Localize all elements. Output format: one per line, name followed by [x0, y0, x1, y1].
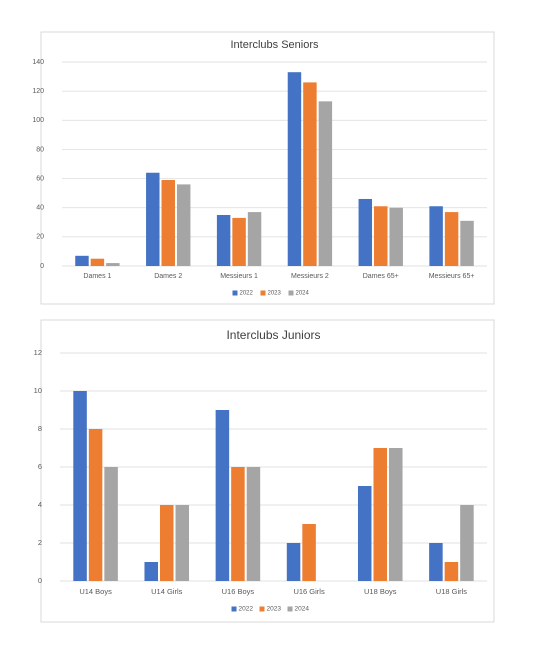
- legend-swatch: [232, 290, 238, 296]
- bar: [373, 448, 388, 581]
- x-tick-label: Dames 65+: [363, 273, 399, 280]
- legend-label: 2023: [268, 291, 282, 297]
- bar: [231, 467, 245, 581]
- y-tick-label: 4: [38, 500, 42, 509]
- bar: [389, 448, 403, 581]
- bar: [429, 543, 443, 581]
- bar: [216, 215, 231, 266]
- x-tick-label: Messieurs 65+: [429, 273, 475, 280]
- bar: [303, 82, 317, 267]
- x-tick-label: U14 Girls: [151, 587, 183, 596]
- bar: [215, 410, 230, 581]
- bar: [246, 467, 261, 581]
- legend-label: 2022: [239, 606, 254, 613]
- legend-swatch: [288, 290, 294, 296]
- x-tick-label: U16 Boys: [222, 587, 255, 596]
- x-tick-label: U18 Boys: [364, 587, 397, 596]
- bar: [176, 184, 191, 266]
- x-tick-label: Dames 1: [83, 273, 111, 280]
- bar: [429, 206, 443, 266]
- bar: [75, 255, 89, 266]
- bar: [357, 486, 372, 581]
- y-tick-label: 6: [38, 462, 42, 471]
- legend-swatch: [231, 606, 237, 612]
- chart-title: Interclubs Juniors: [226, 328, 320, 342]
- bar: [90, 258, 105, 266]
- y-tick-label: 100: [32, 117, 44, 124]
- y-tick-label: 0: [40, 263, 44, 270]
- x-tick-label: Messieurs 2: [291, 273, 329, 280]
- bar: [161, 180, 175, 266]
- bar: [389, 207, 403, 266]
- bar: [175, 505, 190, 581]
- bar: [159, 505, 174, 581]
- bar: [460, 220, 474, 266]
- legend-label: 2022: [240, 291, 254, 297]
- legend-swatch: [260, 290, 266, 296]
- bar: [460, 505, 474, 581]
- bar: [106, 263, 120, 266]
- bar: [247, 212, 262, 266]
- x-tick-label: U16 Girls: [293, 587, 325, 596]
- bar: [444, 212, 459, 266]
- y-tick-label: 8: [38, 424, 42, 433]
- x-tick-label: Dames 2: [154, 273, 182, 280]
- bar: [318, 101, 333, 266]
- y-tick-label: 12: [34, 348, 42, 357]
- x-tick-label: U18 Girls: [436, 587, 468, 596]
- bar: [73, 391, 87, 581]
- bar: [146, 172, 160, 266]
- bar: [232, 217, 246, 266]
- y-tick-label: 20: [36, 234, 44, 241]
- y-tick-label: 0: [38, 576, 42, 585]
- legend-label: 2024: [296, 291, 310, 297]
- bar: [444, 562, 459, 581]
- x-tick-label: Messieurs 1: [220, 273, 258, 280]
- x-tick-label: U14 Boys: [79, 587, 112, 596]
- bar: [88, 429, 103, 581]
- bar: [104, 467, 118, 581]
- legend-label: 2024: [295, 606, 310, 613]
- y-tick-label: 60: [36, 175, 44, 182]
- legend-swatch: [287, 606, 293, 612]
- bar: [358, 198, 373, 266]
- y-tick-label: 80: [36, 146, 44, 153]
- y-tick-label: 10: [34, 386, 42, 395]
- y-tick-label: 2: [38, 538, 42, 547]
- y-tick-label: 40: [36, 205, 44, 212]
- bar: [302, 524, 316, 581]
- bar: [144, 562, 158, 581]
- bar: [374, 206, 388, 266]
- y-tick-label: 140: [32, 59, 44, 66]
- legend-label: 2023: [267, 606, 282, 613]
- legend-swatch: [259, 606, 265, 612]
- chart-frame: [40, 31, 495, 305]
- bar: [287, 72, 302, 266]
- y-tick-label: 120: [32, 88, 44, 95]
- bar: [286, 543, 301, 581]
- chart-title: Interclubs Seniors: [230, 39, 319, 51]
